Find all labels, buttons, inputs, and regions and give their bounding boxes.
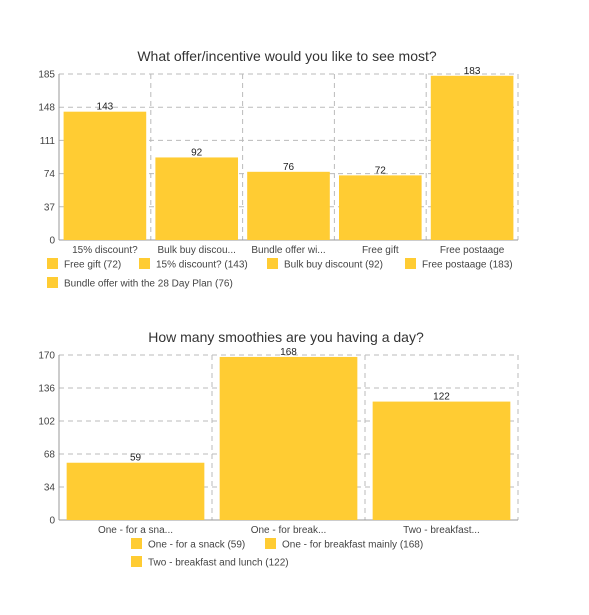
legend-swatch [47,277,58,288]
y-tick-label: 111 [40,136,56,147]
legend-item[interactable]: Two - breakfast and lunch (122) [131,556,289,569]
y-tick-label: 170 [38,351,55,362]
y-tick-label: 0 [49,236,55,247]
bar-value-label: 168 [280,347,297,358]
legend-label: One - for a snack (59) [148,540,245,551]
chart-title: What offer/incentive would you like to s… [137,48,437,64]
legend-label: One - for breakfast mainly (168) [282,540,423,551]
x-tick-label: Free postaage [440,245,505,256]
legend-label: Bundle offer with the 28 Day Plan (76) [64,279,233,290]
x-tick-label: One - for break... [251,525,327,536]
bar-value-label: 92 [191,147,203,158]
bar-value-label: 143 [97,102,114,113]
x-tick-label: One - for a sna... [98,525,173,536]
legend-swatch [405,258,416,269]
bar[interactable] [66,462,205,520]
x-tick-label: Bulk buy discou... [158,245,236,256]
legend-label: Free gift (72) [64,260,121,271]
bar[interactable] [63,111,147,240]
bar-value-label: 59 [130,453,142,464]
y-tick-label: 185 [38,70,55,81]
x-tick-label: Free gift [362,245,399,256]
chart-smoothies-per-day: How many smoothies are you having a day?… [38,329,519,569]
legend-item[interactable]: One - for a snack (59) [131,538,245,551]
y-tick-label: 0 [49,516,55,527]
legend-item[interactable]: Bundle offer with the 28 Day Plan (76) [47,277,233,290]
legend-label: Bulk buy discount (92) [284,260,383,271]
y-tick-label: 37 [44,202,56,213]
bar[interactable] [247,171,330,240]
legend-swatch [139,258,150,269]
bar[interactable] [219,356,358,520]
bar-value-label: 183 [464,66,481,77]
legend-swatch [47,258,58,269]
bar-value-label: 72 [375,165,387,176]
bar[interactable] [338,175,422,240]
y-tick-label: 34 [44,483,56,494]
bar-value-label: 122 [433,392,450,403]
y-tick-label: 136 [38,384,55,395]
bar[interactable] [372,401,511,520]
legend-item[interactable]: Free gift (72) [47,258,121,271]
bar[interactable] [155,157,239,240]
bar-value-label: 76 [283,162,295,173]
x-tick-label: Bundle offer wi... [251,245,325,256]
y-tick-label: 68 [44,450,56,461]
legend-swatch [131,538,142,549]
legend-item[interactable]: Free postaage (183) [405,258,513,271]
x-tick-label: Two - breakfast... [403,525,480,536]
bar[interactable] [430,75,514,241]
y-tick-label: 148 [38,103,55,114]
legend-label: Free postaage (183) [422,260,513,271]
legend-swatch [267,258,278,269]
legend-label: Two - breakfast and lunch (122) [148,558,289,569]
y-tick-label: 102 [38,417,55,428]
y-tick-label: 74 [44,169,56,180]
legend-swatch [265,538,276,549]
x-tick-label: 15% discount? [72,245,138,256]
chart-offer-incentive: What offer/incentive would you like to s… [38,48,519,290]
legend-item[interactable]: One - for breakfast mainly (168) [265,538,423,551]
legend-item[interactable]: 15% discount? (143) [139,258,248,271]
legend-label: 15% discount? (143) [156,260,248,271]
legend-item[interactable]: Bulk buy discount (92) [267,258,383,271]
chart-title: How many smoothies are you having a day? [148,329,424,345]
legend-swatch [131,556,142,567]
